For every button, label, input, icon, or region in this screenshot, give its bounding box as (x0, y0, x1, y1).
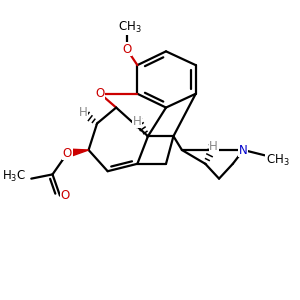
Text: H$_3$C: H$_3$C (2, 169, 26, 184)
Polygon shape (67, 149, 88, 158)
Text: O: O (96, 87, 105, 100)
Text: CH$_3$: CH$_3$ (266, 153, 289, 168)
Text: O: O (122, 43, 131, 56)
Text: O: O (61, 189, 70, 202)
Text: H: H (133, 115, 142, 128)
Text: H: H (79, 106, 88, 119)
Text: H: H (209, 140, 218, 153)
Text: CH$_3$: CH$_3$ (118, 20, 142, 34)
Text: N: N (239, 143, 248, 157)
Text: O: O (63, 147, 72, 160)
